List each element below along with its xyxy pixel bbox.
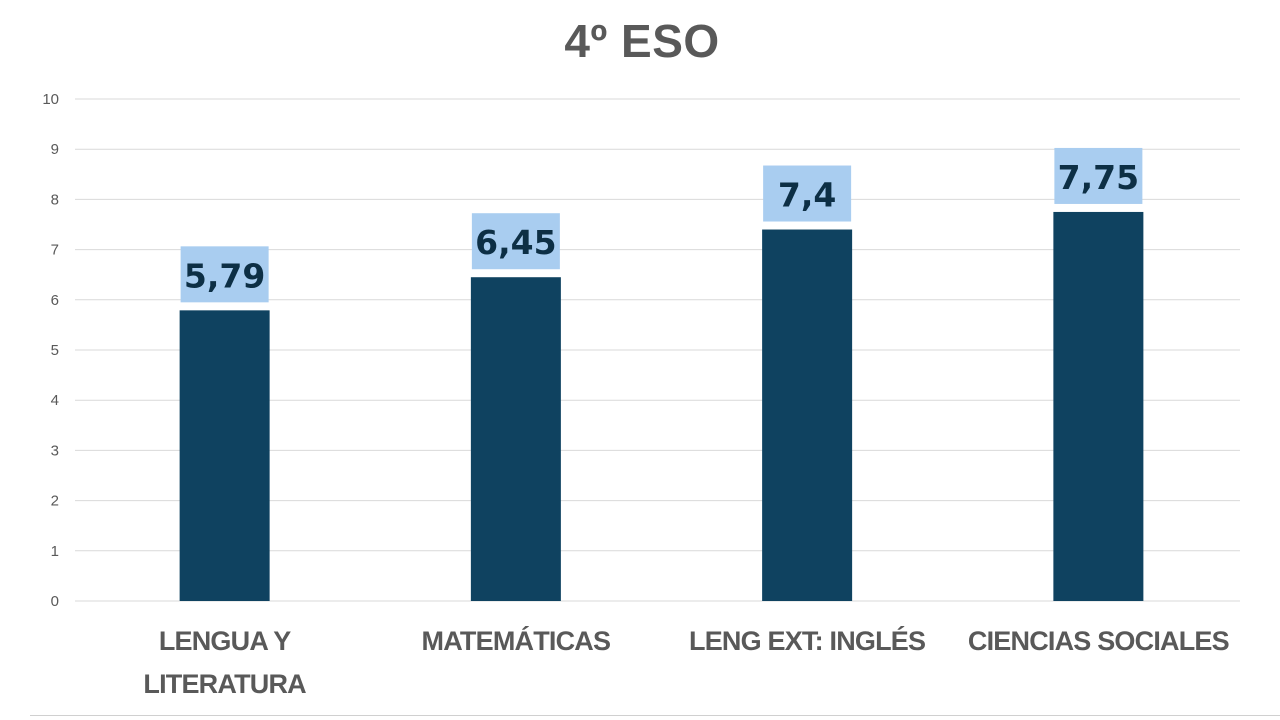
data-label: 5,79 [184, 256, 265, 295]
data-label: 6,45 [475, 223, 556, 262]
data-label-background [763, 165, 852, 222]
data-label-background [471, 213, 560, 270]
sheet-divider [30, 715, 1280, 716]
chart-title: 4º ESO [564, 15, 720, 67]
data-label-background [180, 246, 269, 303]
data-label-background [1054, 147, 1143, 204]
bar [179, 310, 270, 601]
y-tick-label: 7 [51, 242, 59, 259]
y-tick-label: 5 [51, 342, 59, 359]
bar [762, 229, 853, 601]
y-tick-label: 10 [42, 91, 59, 108]
y-tick-label: 1 [51, 543, 59, 560]
x-tick-label: LENGUA Y [159, 626, 291, 656]
x-tick-label: CIENCIAS SOCIALES [968, 626, 1229, 656]
y-tick-label: 3 [51, 442, 59, 459]
y-tick-label: 0 [51, 593, 59, 610]
x-tick-label: LITERATURA [143, 669, 306, 699]
y-tick-label: 2 [51, 493, 59, 510]
y-tick-label: 4 [51, 392, 59, 409]
data-label: 7,75 [1058, 158, 1139, 197]
y-tick-label: 8 [51, 191, 59, 208]
x-tick-label: MATEMÁTICAS [422, 625, 611, 656]
bar [1053, 211, 1144, 601]
x-tick-label: LENG EXT: INGLÉS [689, 625, 925, 656]
bar [470, 277, 561, 601]
y-tick-label: 9 [51, 141, 59, 158]
y-tick-label: 6 [51, 292, 59, 309]
data-label: 7,4 [778, 176, 836, 215]
